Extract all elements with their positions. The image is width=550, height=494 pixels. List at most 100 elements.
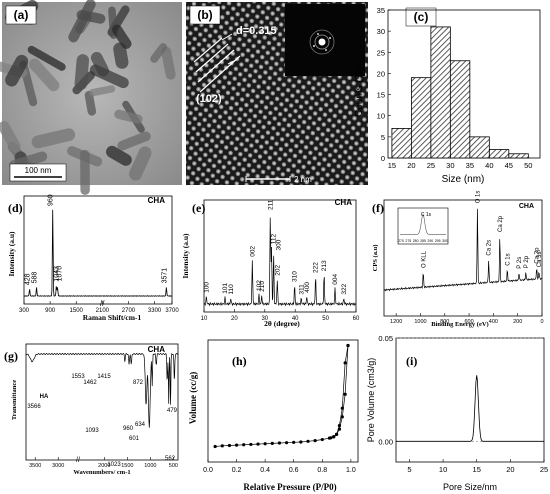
- f-peak-label: Ca 2p: [498, 215, 504, 232]
- f-inset-tick-label: 290: [427, 239, 433, 243]
- c-xtick-label: 50: [524, 161, 532, 170]
- h-data-point: [277, 441, 282, 445]
- f-xtick-label: 1000: [414, 319, 426, 325]
- d-tag: CHA: [148, 196, 166, 205]
- h-data-point: [343, 361, 347, 365]
- f-plot-frame: [383, 199, 543, 317]
- nanorod: [89, 64, 129, 89]
- f-xtick-label: 200: [513, 319, 522, 325]
- e-spectrum-line: [203, 217, 357, 307]
- h-xlabel: Relative Pressure (P/P0): [243, 482, 336, 492]
- i-xtick-label: 25: [540, 465, 548, 474]
- d-ylabel: Intensity (a.u): [7, 231, 16, 277]
- nanorod: [84, 90, 97, 116]
- f-inset-tick-label: 280: [413, 239, 419, 243]
- panel-i: (i) Pore Size/nm Pore Volume (cm3/g) 0.0…: [366, 334, 548, 492]
- g-tag: CHA: [148, 345, 166, 354]
- e-peak-label: 112: [271, 233, 278, 244]
- c-bar: [391, 127, 412, 159]
- nanorod: [129, 146, 152, 181]
- h-data-point: [340, 415, 344, 419]
- e-peak-label: 100: [203, 282, 210, 293]
- panel-a-label-box: [5, 5, 37, 25]
- f-xtick-label: 0: [540, 319, 543, 325]
- h-data-point: [313, 438, 317, 443]
- h-data-point: [299, 440, 303, 444]
- d-peak-label: 3571: [161, 268, 168, 284]
- f-inset-tick-label: 285: [420, 239, 426, 243]
- nanorod: [68, 0, 96, 43]
- lattice-fringe-marks: [193, 33, 241, 93]
- g-band-label: 1553: [71, 374, 85, 380]
- f-peak-label: O 1s: [476, 191, 482, 204]
- e-peak-label: 300: [276, 239, 283, 250]
- i-xtick-label: 15: [473, 465, 481, 474]
- f-inset-tick-label: 275: [405, 239, 411, 243]
- g-band-label: 1415: [97, 374, 111, 380]
- h-data-point: [306, 439, 310, 443]
- f-peak-label: Ca 3s: [537, 252, 543, 268]
- c-ylabel: Counts (%): [354, 67, 365, 117]
- f-xtick-label: 800: [440, 319, 449, 325]
- c-ytick-label: 10: [377, 112, 385, 121]
- e-peak-label: 222: [313, 262, 320, 273]
- g-xtick-label: 1000: [144, 463, 156, 469]
- d-peak-label: 428: [25, 273, 32, 285]
- g-band-label: 562: [165, 456, 176, 462]
- panel-g-label: (g): [4, 349, 18, 363]
- g-band-label: 1023: [107, 462, 121, 468]
- e-peak-label: 210: [259, 281, 266, 292]
- d-xtick-label: 1500: [70, 308, 84, 314]
- c-xtick-label: 45: [505, 161, 513, 170]
- c-ytick-label: 35: [377, 6, 385, 15]
- i-xtick-label: 10: [439, 465, 447, 474]
- nanorod: [80, 149, 90, 195]
- h-xtick-label: 0.6: [289, 467, 299, 474]
- g-band-label: 479: [167, 408, 178, 414]
- h-data-point: [292, 440, 296, 444]
- h-xtick-label: 0.4: [260, 467, 270, 474]
- h-ylabel: Volume (cc/g): [188, 372, 198, 424]
- f-peak-label: O KLL: [421, 250, 427, 268]
- g-xlabel: Wavenumbers/ cm-1: [73, 469, 130, 476]
- panel-c-label: (c): [414, 10, 429, 24]
- nanorod: [31, 128, 76, 149]
- c-ytick-label: 20: [377, 69, 385, 78]
- nanorod: [0, 121, 21, 153]
- d-spectrum-line: [23, 209, 173, 297]
- nanorod: [111, 24, 132, 49]
- f-peak-label: Ca 2s: [487, 240, 493, 256]
- h-data-point: [329, 436, 333, 440]
- e-xtick-label: 60: [353, 316, 360, 322]
- panel-a-label: (a): [14, 8, 29, 22]
- panel-f: (f) CHA Binding Energy (eV) CPS (a.u) O …: [372, 191, 544, 328]
- f-peak-label: C 1s: [505, 253, 511, 265]
- e-xtick-label: 40: [292, 316, 299, 322]
- h-data-point: [346, 343, 350, 348]
- d-xtick-label: 300: [19, 308, 30, 314]
- g-band-label: 3566: [27, 404, 41, 410]
- c-bar: [488, 149, 510, 159]
- e-peak-label: 322: [341, 283, 348, 294]
- f-inset-tick-label: 295: [435, 239, 441, 243]
- e-ylabel: Intensity (a.u): [181, 233, 190, 279]
- c-bar: [430, 26, 451, 159]
- f-inset-tick-label: 300: [442, 239, 448, 243]
- e-peak-label: 004: [332, 273, 339, 284]
- h-plot-frame: [207, 339, 359, 463]
- e-peak-label: 310: [292, 271, 299, 282]
- panel-e-label: (e): [192, 201, 205, 215]
- g-annotation: HA: [40, 394, 49, 400]
- panel-d: (d) CHA Raman Shift/cm-1 Intensity (a.u)…: [7, 194, 179, 322]
- c-ytick-label: 0: [381, 154, 385, 163]
- f-xlabel: Binding Energy (eV): [431, 321, 488, 328]
- e-tag: CHA: [335, 198, 353, 207]
- h-data-point: [340, 406, 344, 410]
- f-peak-label: Ca 3p: [535, 247, 541, 264]
- g-xtick-label: 3000: [52, 463, 64, 469]
- nanorod: [106, 145, 132, 166]
- panel-b-label: (b): [197, 8, 212, 22]
- nanorod: [150, 43, 168, 63]
- panel-d-label: (d): [8, 201, 23, 215]
- h-xtick-label: 1.0: [346, 467, 356, 474]
